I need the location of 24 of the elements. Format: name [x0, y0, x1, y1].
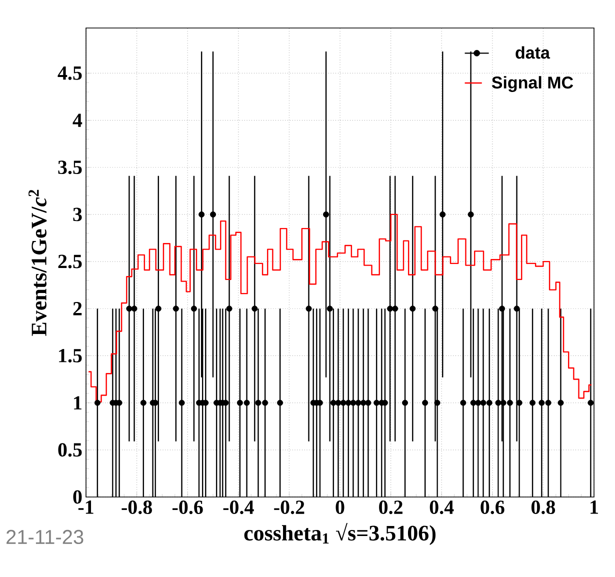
y-tick-label: 0.5 — [58, 443, 82, 457]
y-tick-label: 4.5 — [58, 66, 82, 80]
y-tick-label: 4 — [72, 114, 82, 127]
x-tick-label: 0.6 — [480, 500, 504, 514]
y-tick-label: 1 — [74, 396, 82, 410]
legend-label: data — [516, 46, 550, 59]
text: 21-11-23 — [6, 530, 84, 544]
y-tick-label: 3 — [73, 208, 82, 222]
y-tick-label: 2.5 — [58, 254, 82, 268]
x-tick-label: 1 — [590, 500, 598, 514]
x-axis-title: cossheta$_{1}$ √s=3.5106) — [244, 522, 436, 546]
x-tick-label: -0.6 — [172, 500, 203, 514]
x-tick-label: -0.4 — [223, 500, 254, 514]
legend-label: Signal MC — [492, 76, 574, 92]
x-tick-label: 0 — [336, 500, 344, 514]
y-tick-label: 2 — [73, 302, 82, 316]
x-tick-label: 0.4 — [430, 500, 454, 514]
y-tick-label: 3.5 — [58, 160, 82, 174]
y-axis-title: Events/1GeV/c$^{2}$ — [28, 190, 47, 336]
x-tick-label: -0.8 — [122, 500, 152, 514]
y-tick-label: 1.5 — [59, 348, 82, 362]
x-tick-label: -0.2 — [274, 500, 304, 514]
x-tick-label: 0.2 — [379, 500, 402, 514]
x-tick-label: 0.8 — [531, 500, 556, 514]
